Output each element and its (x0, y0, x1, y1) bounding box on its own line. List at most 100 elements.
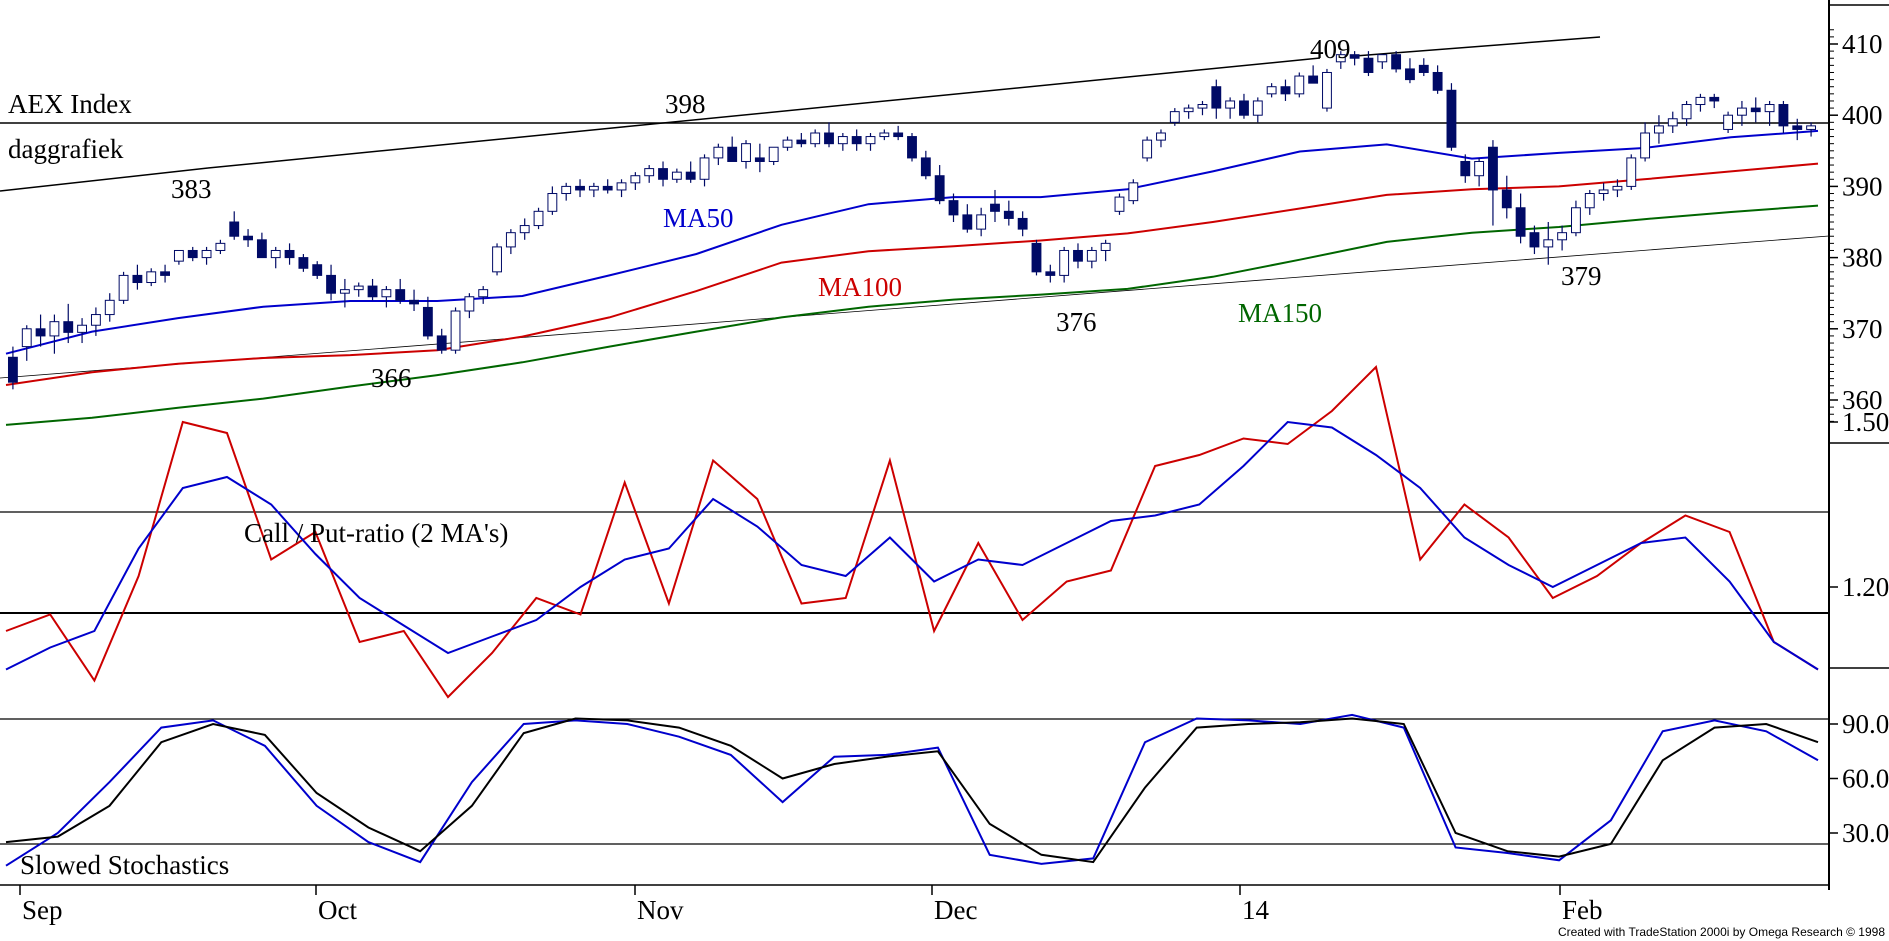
candle (851, 129, 862, 151)
candle-body (1003, 210, 1014, 219)
candle (1640, 122, 1651, 162)
candle (1460, 154, 1471, 183)
moving-averages (5, 129, 1819, 426)
candle-body (671, 171, 682, 180)
candle (1377, 54, 1388, 69)
candle-body (381, 289, 392, 298)
candle-body (21, 328, 32, 348)
candle (547, 186, 558, 215)
candle (865, 133, 876, 151)
candle (478, 286, 489, 304)
candle-body (201, 249, 212, 259)
candle (1598, 182, 1609, 201)
candle (1654, 115, 1664, 144)
candle-body (160, 271, 170, 276)
candle (1322, 68, 1332, 112)
candle (1792, 118, 1803, 141)
price-tick-label: 410 (1842, 29, 1883, 59)
candle-body (1239, 100, 1249, 116)
x-tick-label: Dec (934, 895, 977, 925)
candle (505, 229, 516, 255)
candle-body (1335, 54, 1346, 63)
annotation-379: 379 (1561, 261, 1602, 291)
candle (616, 179, 627, 198)
candle (339, 278, 350, 308)
annotation-366: 366 (371, 363, 412, 393)
candle (118, 271, 129, 304)
candle (1128, 179, 1139, 205)
stoch-title: Slowed Stochastics (20, 850, 229, 880)
candle-body (990, 203, 1000, 212)
ma150-label: MA150 (1238, 298, 1322, 328)
candle (1626, 154, 1637, 190)
candle (35, 314, 46, 347)
price-tick-label: 370 (1842, 314, 1883, 344)
candle (768, 146, 779, 166)
candle-body (1446, 89, 1457, 148)
candle (464, 293, 475, 319)
price-tick-label: 380 (1842, 243, 1883, 273)
candle-body (879, 132, 890, 138)
candle-body (1488, 146, 1498, 191)
candle (741, 140, 751, 169)
candle (1335, 51, 1346, 69)
candle-body (312, 264, 323, 276)
candle (519, 218, 530, 240)
candle-body (464, 296, 475, 312)
candle (727, 136, 738, 162)
candle (409, 289, 419, 311)
candle-body (1377, 54, 1388, 63)
candle-body (1736, 107, 1747, 116)
price-tick-label: 390 (1842, 171, 1883, 201)
candle (1806, 122, 1817, 137)
candle (1681, 100, 1692, 126)
candle (215, 239, 226, 255)
candle (837, 133, 848, 151)
candle (1501, 175, 1512, 219)
candle-body (1667, 118, 1678, 127)
candle-body (713, 146, 724, 159)
candle-body (1031, 242, 1042, 273)
candle-body (1418, 64, 1429, 73)
candle (1543, 222, 1554, 265)
candle-body (505, 232, 516, 248)
ratio-line-1 (5, 420, 1819, 671)
price-tick-label: 400 (1842, 100, 1883, 130)
stochastic-lines (5, 713, 1819, 867)
footer-credit: Created with TradeStation 2000i by Omega… (1557, 925, 1885, 939)
candle (1446, 83, 1457, 151)
candle (893, 125, 904, 141)
candle (990, 189, 1000, 222)
candle (229, 211, 240, 240)
candle-body (187, 249, 198, 259)
candle-body (934, 175, 945, 202)
candle-body (173, 249, 184, 262)
ma-line-0 (5, 129, 1819, 355)
price-title: AEX Index (8, 89, 132, 119)
candle (367, 278, 378, 301)
candle-body (754, 157, 765, 162)
price-tick-label: 360 (1842, 385, 1883, 415)
candle-body (422, 306, 433, 337)
candle (948, 193, 959, 222)
x-tick-label: 14 (1242, 895, 1270, 925)
ratio-tick-label: 1.20 (1842, 572, 1889, 602)
candle (533, 207, 544, 230)
candle (1308, 65, 1319, 84)
candle (1017, 211, 1028, 237)
candle (422, 296, 433, 340)
candle-body (339, 289, 350, 294)
candle-body (1501, 189, 1512, 209)
candle-body (616, 182, 627, 191)
candle-body (1322, 71, 1332, 109)
candle-body (1557, 232, 1568, 241)
candle (1432, 65, 1443, 94)
candle-body (90, 314, 101, 326)
candle (879, 129, 890, 141)
candle-body (146, 271, 157, 284)
candle (1252, 97, 1263, 123)
candle-body (768, 146, 779, 162)
candle-body (1460, 160, 1471, 177)
candle (1418, 58, 1429, 77)
candle (1391, 51, 1402, 73)
